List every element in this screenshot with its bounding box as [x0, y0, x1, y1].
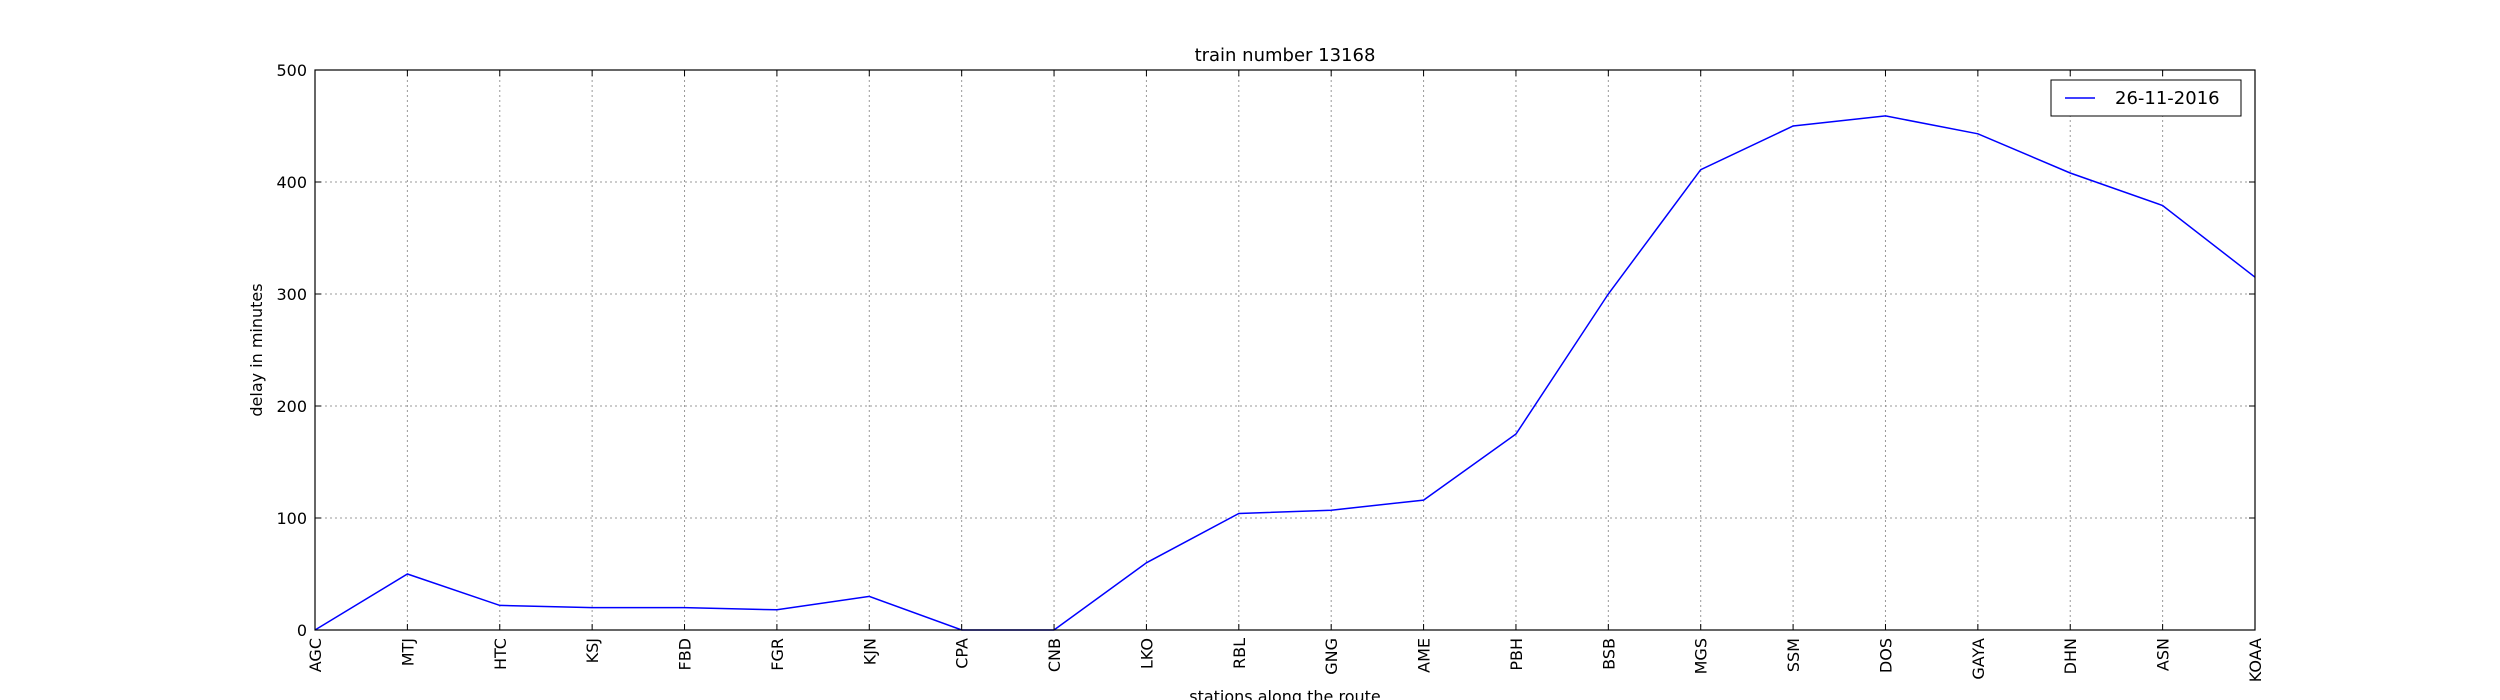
series-line: [314, 115, 2256, 631]
x-tick-label: FGR: [768, 638, 787, 671]
y-tick-label: 300: [276, 285, 307, 304]
data-point: [1977, 133, 1979, 135]
legend-label: 26-11-2016: [2115, 88, 2220, 109]
x-tick-label: AGC: [306, 638, 325, 672]
y-axis-label: delay in minutes: [247, 283, 266, 416]
data-point: [684, 607, 686, 609]
grid-lines: [314, 70, 2256, 630]
x-tick-label: ASN: [2154, 638, 2173, 671]
data-point: [776, 609, 778, 611]
data-point: [591, 607, 593, 609]
x-tick-label: SSM: [1784, 638, 1803, 672]
data-point: [1884, 115, 1886, 117]
y-tick-label: 0: [297, 621, 307, 640]
x-tick-label: KSJ: [583, 638, 602, 663]
x-tick-label: DHN: [2061, 638, 2080, 674]
data-point: [499, 604, 501, 606]
axis-ticks: AGC MTJ HTC KSJ FBD FGR KJN CPA CNB LKO RBL GNG AME P…: [276, 61, 2265, 682]
series-layer: [314, 115, 2256, 631]
data-point: [1607, 293, 1609, 295]
x-tick-label: PBH: [1507, 638, 1526, 671]
data-point: [1145, 562, 1147, 564]
data-point: [1238, 513, 1240, 515]
data-point: [1330, 509, 1332, 511]
x-tick-label: HTC: [491, 638, 510, 670]
x-tick-label: MTJ: [398, 638, 417, 666]
data-point: [1792, 125, 1794, 127]
x-axis-label: stations along the route: [1189, 687, 1381, 700]
x-tick-label: DOS: [1876, 638, 1895, 673]
x-tick-label: CNB: [1045, 638, 1064, 672]
y-tick-label: 100: [276, 509, 307, 528]
data-point: [868, 595, 870, 597]
chart-title: train number 13168: [1195, 45, 1376, 66]
x-tick-label: GNG: [1322, 638, 1341, 675]
data-point: [2162, 205, 2164, 207]
data-point: [1423, 499, 1425, 501]
data-point: [1515, 433, 1517, 435]
y-tick-label: 400: [276, 173, 307, 192]
x-tick-label: MGS: [1692, 638, 1711, 674]
x-tick-label: FBD: [676, 638, 695, 671]
y-tick-label: 200: [276, 397, 307, 416]
data-point: [2069, 172, 2071, 174]
legend: 26-11-2016: [2050, 79, 2242, 117]
x-tick-label: KJN: [860, 638, 879, 665]
data-point: [1700, 169, 1702, 171]
x-tick-label: GAYA: [1969, 638, 1988, 680]
x-tick-label: KOAA: [2246, 638, 2265, 682]
x-tick-label: CPA: [953, 638, 972, 669]
x-tick-label: AME: [1415, 638, 1434, 673]
data-point: [406, 573, 408, 575]
x-tick-label: RBL: [1230, 638, 1249, 669]
y-tick-label: 500: [276, 61, 307, 80]
x-tick-label: BSB: [1599, 638, 1618, 670]
x-tick-label: LKO: [1137, 638, 1156, 669]
plot-frame: [314, 69, 2256, 631]
